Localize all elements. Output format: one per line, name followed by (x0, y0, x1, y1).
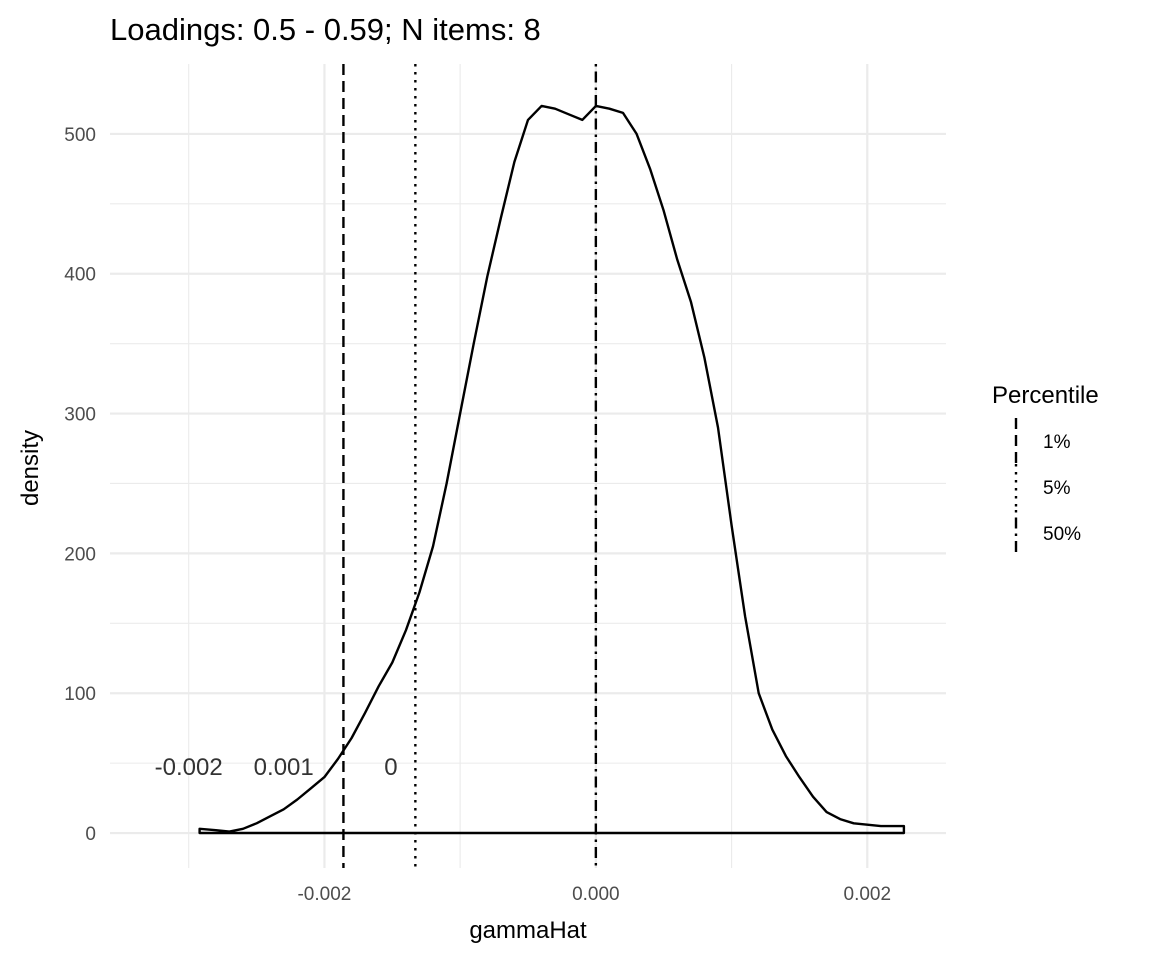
x-tick-label: -0.002 (297, 884, 351, 905)
y-tick-label: 200 (64, 544, 96, 565)
legend-label: 50% (1043, 524, 1081, 545)
y-axis-title: density (17, 430, 44, 506)
legend: Percentile 1% 5% 50% (992, 382, 1099, 556)
x-tick-label: 0.002 (844, 884, 892, 905)
axis-ticks: -0.002 0.000 0.002 0 100 200 300 400 500 (64, 125, 891, 905)
annotation-label: 0.001 (254, 754, 314, 781)
chart-title: Loadings: 0.5 - 0.59; N items: 8 (110, 12, 541, 47)
x-tick-label: 0.000 (572, 884, 620, 905)
y-tick-label: 300 (64, 405, 96, 426)
y-tick-label: 100 (64, 684, 96, 705)
y-tick-label: 500 (64, 125, 96, 146)
y-tick-label: 0 (85, 824, 96, 845)
annotation-label: 0 (384, 754, 397, 781)
legend-label: 1% (1043, 432, 1071, 453)
legend-title: Percentile (992, 382, 1099, 409)
legend-label: 5% (1043, 478, 1071, 499)
y-tick-label: 400 (64, 265, 96, 286)
density-curve-layer (198, 104, 906, 835)
x-axis-title: gammaHat (469, 917, 587, 944)
annotations: -0.002 0.001 0 (155, 754, 398, 781)
grid-lines (110, 64, 946, 868)
percentile-lines (342, 64, 598, 868)
density-curve (198, 104, 906, 835)
annotation-label: -0.002 (155, 754, 223, 781)
